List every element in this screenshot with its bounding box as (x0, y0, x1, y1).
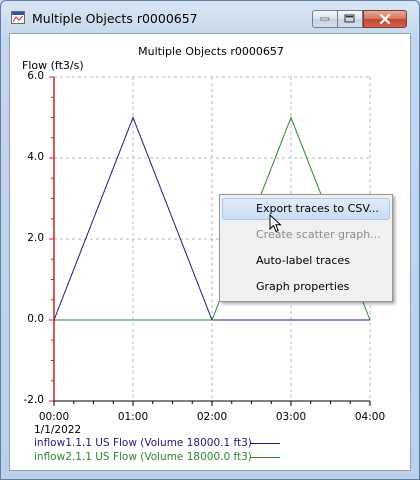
legend-entry-1: inflow1.1.1 US Flow (Volume 18000.1 ft3) (34, 437, 252, 449)
legend-entry-2: inflow2.1.1 US Flow (Volume 18000.0 ft3) (34, 451, 252, 463)
series-line-2 (54, 116, 371, 321)
y-tick-label: 2.0 (27, 232, 44, 244)
maximize-button[interactable] (337, 10, 363, 28)
legend-swatch-1 (250, 443, 280, 444)
date-label: 1/1/2022 (34, 424, 82, 436)
x-tick-label: 04:00 (354, 411, 386, 423)
y-axis-label: Flow (ft3/s) (22, 59, 84, 72)
window-title: Multiple Objects r0000657 (32, 11, 198, 26)
menu-item-graph-properties[interactable]: Graph properties (256, 280, 350, 293)
title-bar[interactable]: Multiple Objects r0000657 (1, 1, 419, 33)
y-tick-label: 0.0 (27, 313, 44, 325)
minimize-button[interactable] (312, 10, 338, 28)
legend-label: inflow1.1.1 US Flow (Volume 18000.1 ft3) (34, 437, 252, 449)
legend-label: inflow2.1.1 US Flow (Volume 18000.0 ft3) (34, 451, 252, 463)
y-tick-label: -2.0 (23, 394, 45, 406)
context-menu: Export traces to CSV... Create scatter g… (219, 194, 393, 302)
chart-title: Multiple Objects r0000657 (138, 45, 284, 58)
menu-item-auto-label[interactable]: Auto-label traces (256, 254, 350, 267)
x-tick-label: 01:00 (117, 411, 149, 423)
graph-app-icon[interactable] (11, 11, 25, 24)
legend-swatch-2 (250, 457, 280, 458)
x-tick-label: 00:00 (38, 411, 70, 423)
close-button[interactable] (363, 10, 407, 28)
x-tick-label: 03:00 (275, 411, 307, 423)
menu-item-create-scatter[interactable]: Create scatter graph... (256, 228, 381, 241)
mouse-cursor-icon (269, 214, 282, 233)
y-tick-label: 6.0 (27, 70, 44, 82)
menu-item-export-csv[interactable]: Export traces to CSV... (222, 198, 390, 220)
x-tick-label: 02:00 (196, 411, 228, 423)
plot-svg[interactable] (10, 34, 412, 472)
y-tick-label: 4.0 (27, 151, 44, 163)
